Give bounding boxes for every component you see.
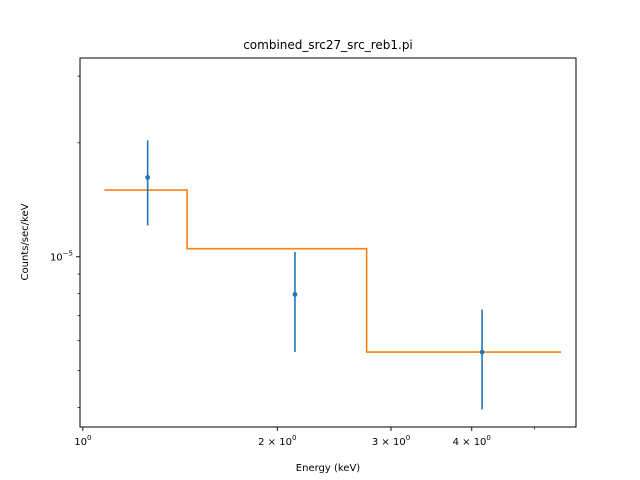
data-point-2 (292, 251, 298, 353)
x-tick-label-2: 2 × 100 (258, 434, 296, 448)
plot-area (104, 140, 562, 410)
data-marker (292, 292, 298, 297)
data-marker (479, 349, 485, 355)
model-step-line (104, 189, 562, 353)
data-point-3 (479, 309, 485, 410)
y-axis-label: Counts/sec/keV (20, 203, 31, 280)
x-tick-label-4: 4 × 100 (453, 434, 491, 448)
axes-frame (79, 57, 577, 428)
x-tick-label-3: 3 × 100 (372, 434, 410, 448)
chart-title: combined_src27_src_reb1.pi (243, 38, 413, 52)
data-marker (145, 175, 151, 180)
data-point-1 (145, 140, 151, 226)
x-axis-label: Energy (keV) (296, 463, 361, 474)
